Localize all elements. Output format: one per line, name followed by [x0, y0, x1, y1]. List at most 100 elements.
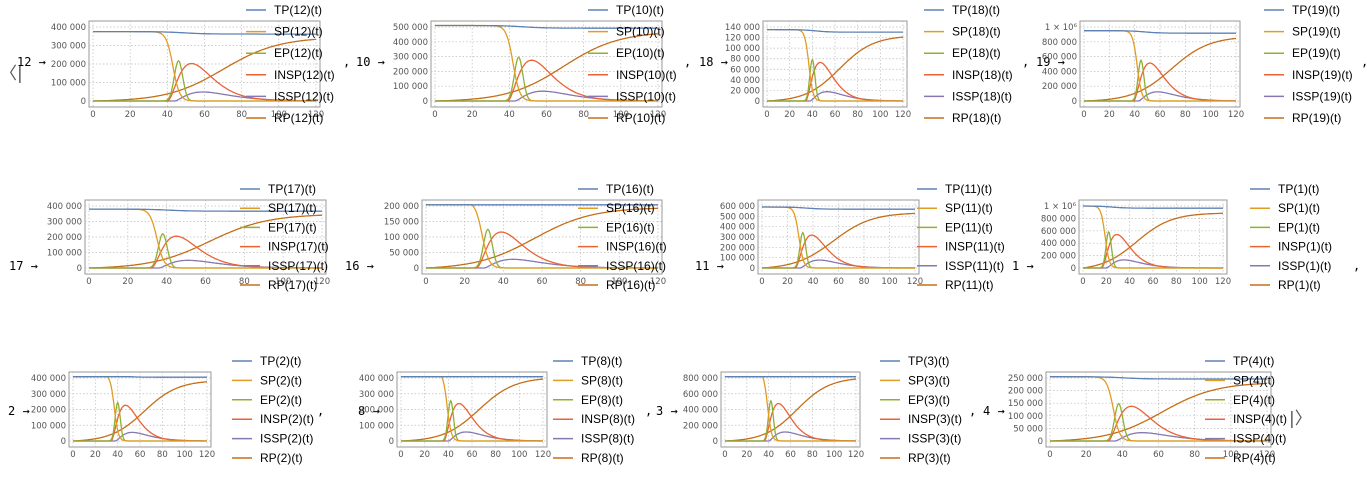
x-tick-label: 60	[1155, 110, 1166, 120]
x-tick-label: 20	[1101, 277, 1112, 287]
legend-entry: TP(12)(t)	[274, 3, 322, 17]
x-tick-label: 120	[1259, 450, 1275, 460]
legend-entry: RP(2)(t)	[260, 451, 303, 465]
y-tick-label: 100 000	[393, 82, 428, 92]
association-separator-comma: ,	[645, 404, 653, 418]
legend-entry: RP(12)(t)	[274, 111, 323, 125]
legend-entry: RP(1)(t)	[1278, 278, 1321, 292]
y-tick-label: 1 × 10⁶	[1045, 23, 1078, 33]
legend-entry: INSP(2)(t)	[260, 412, 314, 426]
series-line-tp	[435, 24, 658, 29]
y-tick-label: 0	[81, 97, 86, 107]
x-tick-label: 20	[125, 110, 136, 120]
x-tick-label: 120	[314, 277, 330, 287]
chart-legend: TP(12)(t) SP(12)(t) EP(12)(t) INSP(12)(t) IS…	[246, 3, 335, 125]
y-tick-label: 0	[77, 264, 82, 274]
legend-entry: TP(16)(t)	[606, 182, 654, 196]
y-tick-label: 100 000	[1008, 412, 1043, 422]
legend-entry: RP(4)(t)	[1233, 451, 1276, 465]
y-tick-label: 100 000	[384, 233, 419, 243]
association-close-bracket: |〉	[1289, 409, 1312, 429]
legend-entry: INSP(8)(t)	[581, 412, 635, 426]
legend-entry: ISSP(12)(t)	[274, 89, 334, 103]
series-line-rp	[725, 378, 857, 442]
x-tick-label: 60	[1148, 277, 1159, 287]
x-tick-label: 0	[70, 450, 75, 460]
chart-legend: TP(18)(t) SP(18)(t) EP(18)(t) INSP(18)(t) IS…	[924, 3, 1013, 125]
x-tick-label: 0	[759, 277, 764, 287]
legend-entry: ISSP(2)(t)	[260, 432, 313, 446]
legend-entry: EP(16)(t)	[606, 220, 655, 234]
series-line-rp	[762, 212, 915, 269]
y-tick-label: 600 000	[683, 390, 718, 400]
x-tick-label: 0	[423, 277, 428, 287]
association-separator-comma: ,	[343, 55, 351, 69]
legend-entry: EP(3)(t)	[908, 393, 950, 407]
x-tick-label: 60	[833, 277, 844, 287]
chart-panel-2: 0 20 40 60 80 100 120 0 100 000 200 000 300 000 400…	[31, 354, 314, 465]
series-line-rp	[73, 381, 207, 442]
chart-panel-16: 0 20 40 60 80 100 120 0 50 000 100 000 150 000 200 …	[384, 182, 667, 292]
x-tick-label: 20	[784, 110, 795, 120]
x-tick-label: 120	[1215, 277, 1231, 287]
legend-entry: EP(2)(t)	[260, 393, 302, 407]
chart-legend: TP(19)(t) SP(19)(t) EP(19)(t) INSP(19)(t) IS…	[1264, 3, 1353, 125]
legend-entry: SP(10)(t)	[616, 25, 665, 39]
x-tick-label: 40	[504, 110, 515, 120]
y-tick-label: 800 000	[1041, 214, 1076, 224]
legend-entry: ISSP(16)(t)	[606, 259, 666, 273]
x-tick-label: 60	[199, 110, 210, 120]
y-tick-label: 400 000	[31, 374, 66, 384]
y-tick-label: 300 000	[31, 390, 66, 400]
legend-entry: INSP(17)(t)	[268, 240, 329, 254]
y-tick-label: 600 000	[1042, 53, 1077, 63]
legend-entry: SP(16)(t)	[606, 201, 655, 215]
x-tick-label: 80	[236, 110, 247, 120]
series-line-rp	[1084, 37, 1237, 102]
x-tick-label: 80	[578, 110, 589, 120]
association-open-bracket: 〈|	[0, 64, 23, 84]
y-tick-label: 60 000	[730, 65, 760, 75]
y-tick-label: 150 000	[1008, 399, 1043, 409]
x-tick-label: 40	[1117, 450, 1128, 460]
x-tick-label: 100	[271, 110, 287, 120]
series-line-rp	[401, 378, 544, 442]
association-key-label: 8 →	[358, 404, 380, 418]
legend-entry: SP(2)(t)	[260, 373, 302, 387]
y-tick-label: 150 000	[384, 218, 419, 228]
y-tick-label: 500 000	[720, 212, 755, 222]
association-key-label: 10 →	[356, 55, 385, 69]
y-tick-label: 1 × 10⁶	[1044, 202, 1077, 212]
series-line-tp	[762, 206, 915, 210]
legend-entry: EP(17)(t)	[268, 220, 317, 234]
y-tick-label: 300 000	[47, 218, 82, 228]
association-key-label: 12 →	[17, 55, 46, 69]
legend-entry: EP(1)(t)	[1278, 220, 1320, 234]
y-tick-label: 200 000	[1041, 252, 1076, 262]
legend-entry: TP(18)(t)	[952, 3, 1000, 17]
series-line-tp	[767, 28, 903, 33]
legend-entry: EP(19)(t)	[1292, 46, 1341, 60]
chart-panel-10: 0 20 40 60 80 100 120 0 100 000 200 000 300 000 400…	[393, 3, 677, 125]
association-key-label: 11 →	[695, 259, 724, 273]
y-tick-label: 200 000	[1008, 387, 1043, 397]
x-tick-label: 40	[443, 450, 454, 460]
x-tick-label: 80	[490, 450, 501, 460]
y-tick-label: 400 000	[359, 374, 394, 384]
chart-legend: TP(17)(t) SP(17)(t) EP(17)(t) INSP(17)(t) IS…	[240, 182, 329, 292]
association-key-label: 3 →	[656, 404, 678, 418]
legend-entry: SP(17)(t)	[268, 201, 317, 215]
y-tick-label: 0	[1072, 97, 1077, 107]
legend-entry: RP(17)(t)	[268, 278, 317, 292]
x-tick-label: 20	[467, 110, 478, 120]
association-key-label: 2 →	[8, 404, 30, 418]
legend-entry: TP(2)(t)	[260, 354, 301, 368]
association-key-label: 18 →	[699, 55, 728, 69]
legend-entry: SP(12)(t)	[274, 25, 323, 39]
series-line-rp	[1050, 382, 1267, 442]
y-tick-label: 200 000	[1042, 82, 1077, 92]
association-key-label: 19 →	[1036, 55, 1065, 69]
x-tick-label: 40	[807, 110, 818, 120]
